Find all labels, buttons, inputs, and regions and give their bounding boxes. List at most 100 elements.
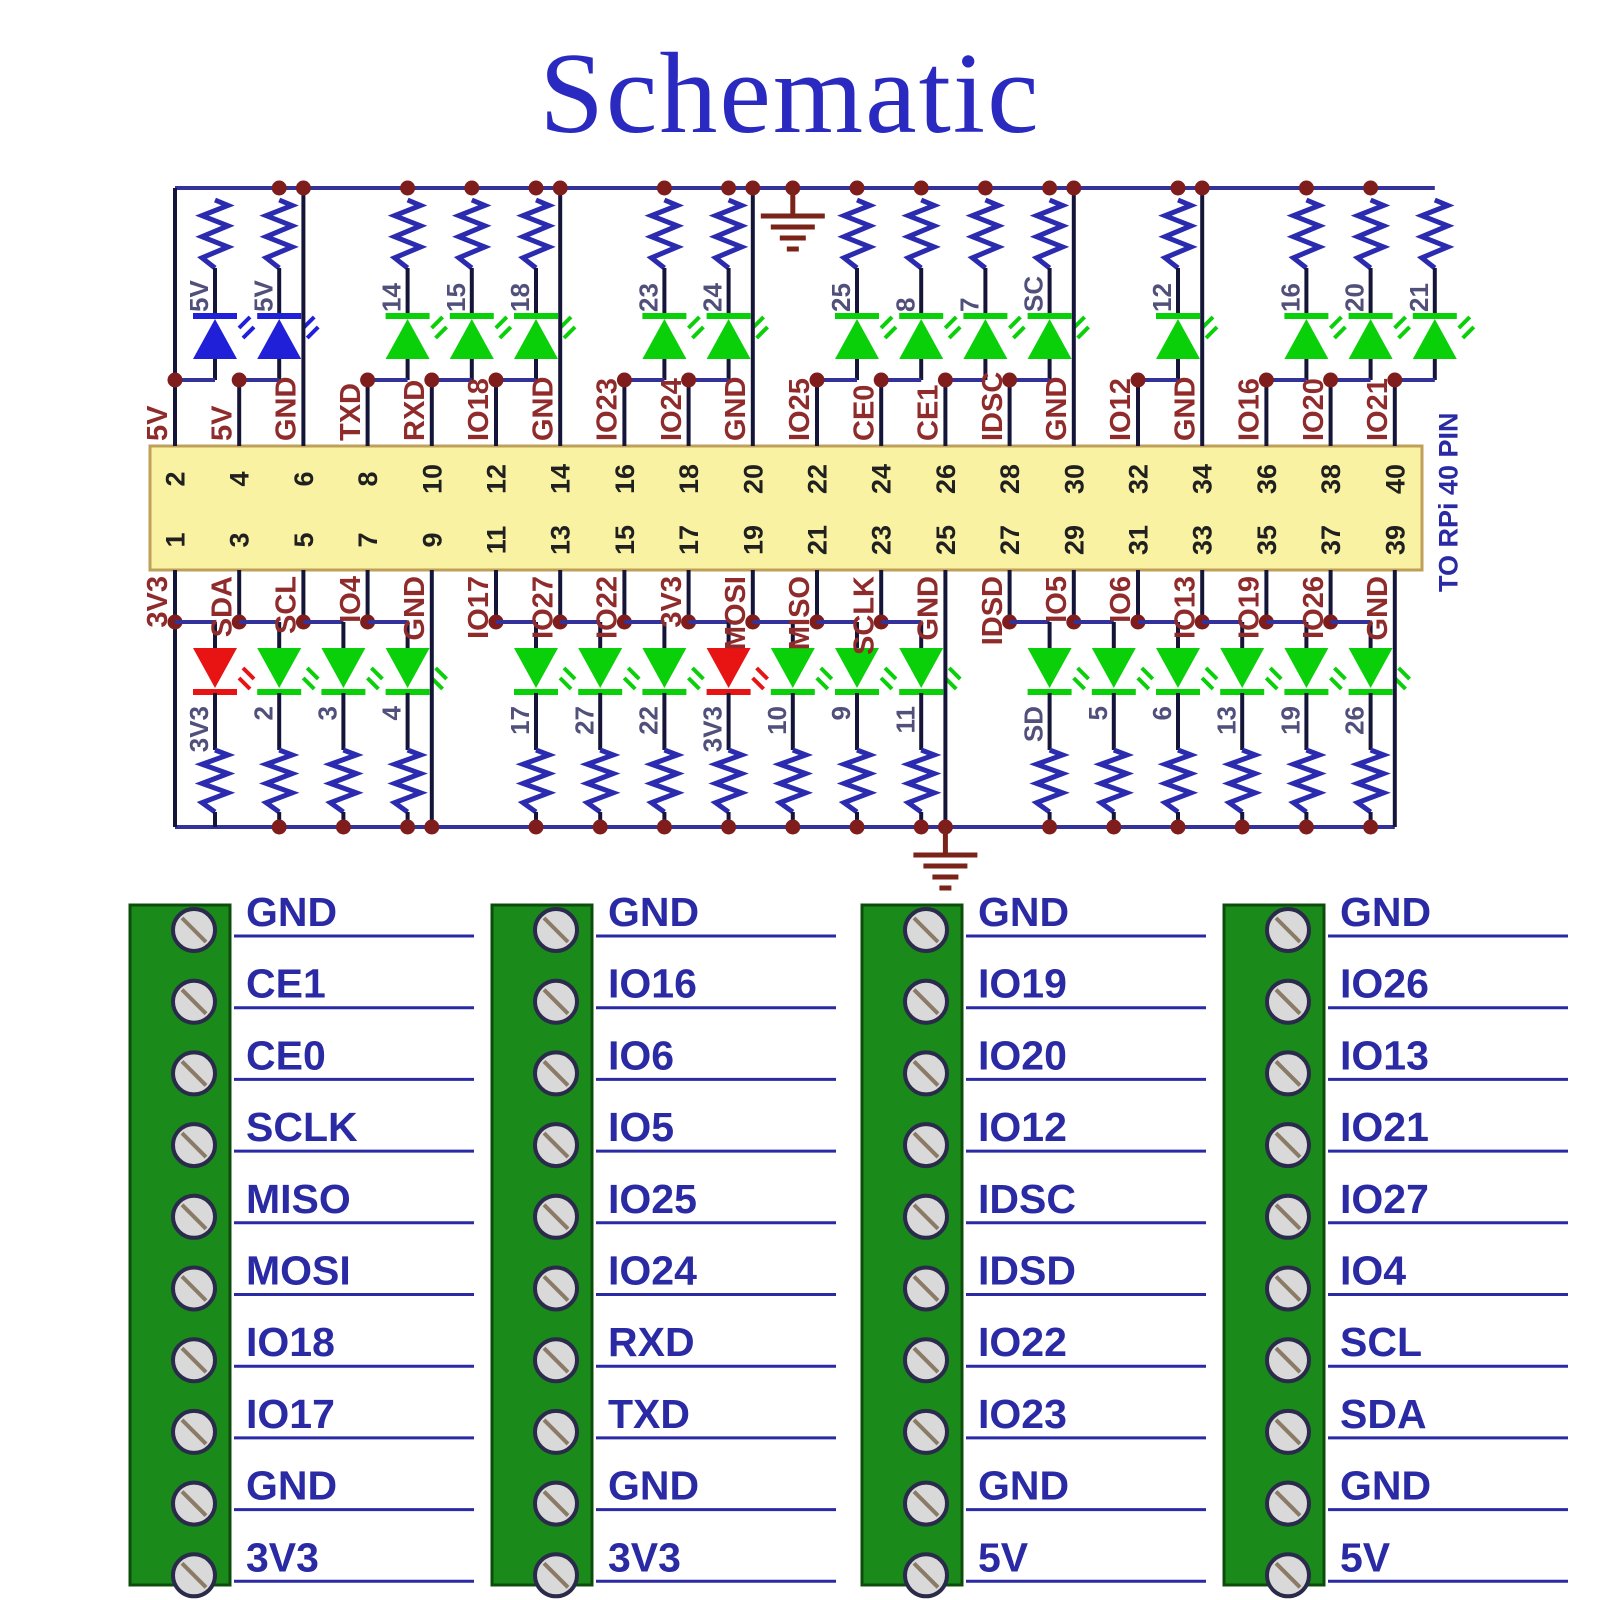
bottom-column-pin31: IO6 6 31 <box>1105 525 1219 835</box>
pin-name-label: IO27 <box>527 576 559 639</box>
terminal-row-SCL: SCL <box>1265 1319 1568 1384</box>
led-body <box>706 648 751 688</box>
page-title: Schematic <box>539 30 1041 158</box>
top-column-pin38: IO20 20 38 <box>1298 180 1412 494</box>
pin-number: 22 <box>802 464 832 494</box>
resistor <box>965 197 1006 270</box>
led-number-label: 10 <box>762 706 792 735</box>
resistor <box>516 197 556 270</box>
pin-name-label: TXD <box>335 383 367 441</box>
junction-dot <box>1323 372 1339 388</box>
terminal-label: 3V3 <box>608 1534 681 1580</box>
pin-name-label: IO18 <box>463 378 495 441</box>
screw-slot <box>180 1203 208 1231</box>
terminal-row-IO25: IO25 <box>533 1176 836 1240</box>
led-number-label: 23 <box>634 283 664 312</box>
led-ray <box>562 325 577 340</box>
led-ray <box>686 315 701 330</box>
led-ray <box>1007 315 1022 330</box>
led-number-label: 7 <box>955 298 985 312</box>
led-ray <box>1393 315 1408 330</box>
led-number-label: 18 <box>505 283 535 312</box>
led-ray <box>883 666 898 681</box>
led-number-label: 2 <box>248 706 278 720</box>
pin-name-label: IO5 <box>1041 576 1073 623</box>
led-number-label: SC <box>1019 276 1049 312</box>
led-ray <box>1072 676 1087 691</box>
terminal-label: IO5 <box>608 1104 674 1150</box>
terminal-block-1: GND CE1 CE0 SCLK MISO MOSI IO18 IO17 GND 3V3 <box>128 889 474 1599</box>
resistor <box>1093 747 1135 815</box>
terminal-block-3: GND IO19 IO20 IO12 IDSC IDSD IO22 IO23 GND 5V <box>860 889 1206 1599</box>
junction-dot <box>552 180 568 196</box>
terminal-label: IO18 <box>246 1319 335 1365</box>
terminal-row-IO13: IO13 <box>1265 1032 1568 1097</box>
led-ray <box>943 315 958 330</box>
led-number-label: 9 <box>826 706 856 720</box>
junction-dot <box>721 180 737 196</box>
junction-dot <box>1363 180 1379 196</box>
pin-number: 3 <box>225 532 255 547</box>
screw-slot <box>912 1418 940 1446</box>
led-body <box>321 648 366 688</box>
pin-name-label: IO24 <box>656 378 688 441</box>
pin-name-label: GND <box>399 576 431 640</box>
pin-number: 19 <box>738 525 768 555</box>
terminal-row-IO4: IO4 <box>1265 1248 1568 1312</box>
terminal-label: IO16 <box>608 961 697 1007</box>
led-number-label: 15 <box>441 283 471 312</box>
pin-name-label: IO20 <box>1298 378 1330 441</box>
led-ray <box>883 325 898 340</box>
pin-name-label: 5V <box>206 405 238 441</box>
junction-dot <box>528 180 544 196</box>
led-body <box>1156 319 1200 359</box>
led-body <box>193 319 237 359</box>
top-column-pin36: IO16 16 36 <box>1234 180 1347 494</box>
junction-dot <box>937 372 953 388</box>
pin-name-label: GND <box>1362 576 1394 640</box>
pin-number: 40 <box>1380 464 1410 494</box>
bottom-column-pin15: IO22 22 15 <box>592 525 705 835</box>
terminal-row-IO19: IO19 <box>903 961 1206 1025</box>
terminal-row-GND: GND <box>1265 889 1568 953</box>
top-column-pin16: IO23 23 16 <box>592 180 705 494</box>
resistor <box>1221 747 1263 815</box>
terminal-label: IO24 <box>608 1248 697 1294</box>
pin-number: 12 <box>481 464 511 494</box>
screw-slot <box>912 916 940 944</box>
bottom-column-pin33: IO13 13 33 <box>1169 525 1283 835</box>
screw-slot <box>542 1131 570 1159</box>
led-ray <box>1136 676 1151 691</box>
led-ray <box>1076 666 1091 681</box>
terminal-row-IO21: IO21 <box>1265 1104 1568 1169</box>
junction-dot <box>849 819 865 835</box>
pin-number: 25 <box>931 525 961 555</box>
pin-number: 32 <box>1123 464 1153 494</box>
screw-slot <box>1274 1418 1302 1446</box>
pin-name-label: SCLK <box>848 576 880 655</box>
led-body <box>514 648 558 688</box>
led-number-label: 5V <box>248 280 278 312</box>
led-number-label: 11 <box>890 706 920 734</box>
led-body <box>257 648 302 688</box>
led-ray <box>1457 315 1472 330</box>
terminal-block-2: GND IO16 IO6 IO5 IO25 IO24 RXD TXD GND 3V3 <box>490 889 836 1599</box>
pin-number: 9 <box>417 532 447 547</box>
junction-dot <box>400 180 416 196</box>
terminal-label: IO22 <box>978 1319 1067 1365</box>
side-note: TO RPi 40 PIN <box>1433 412 1463 592</box>
junction-dot <box>977 180 993 196</box>
terminal-row-IO18: IO18 <box>171 1319 474 1384</box>
led-ray <box>365 676 380 691</box>
pin-name-label: IO12 <box>1105 378 1137 441</box>
terminal-label: IO21 <box>1340 1104 1429 1150</box>
pin-name-label: CE0 <box>848 385 880 441</box>
junction-dot <box>231 372 247 388</box>
terminal-label: IO20 <box>978 1032 1067 1078</box>
led-ray <box>1397 666 1412 681</box>
led-body <box>1091 648 1136 688</box>
terminal-label: GND <box>608 889 699 935</box>
terminal-label: MOSI <box>246 1248 351 1294</box>
junction-dot <box>424 819 440 835</box>
